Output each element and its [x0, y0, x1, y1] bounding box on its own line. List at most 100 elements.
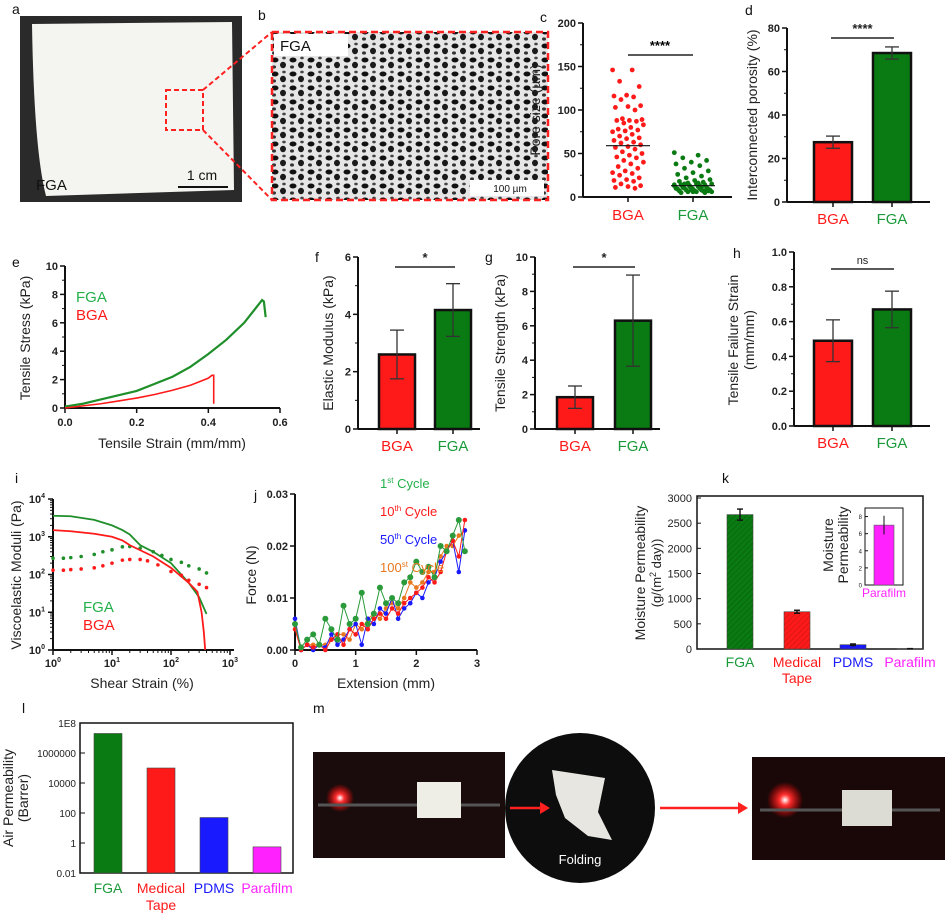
y-tick-label: 6 — [522, 321, 528, 333]
y-tick-label: 10 — [46, 261, 58, 273]
data-point-bga — [632, 107, 638, 113]
y-axis-label: (mm/mm) — [741, 310, 757, 370]
data-point-cycle-1 — [449, 532, 456, 539]
sample-label: FGA — [36, 177, 67, 194]
arrow-head-icon — [738, 802, 748, 814]
data-point-cycle-100 — [377, 616, 383, 622]
y-tick-label: 8 — [522, 286, 528, 298]
y-axis-label: Moisture — [820, 518, 836, 572]
data-point-cycle-1 — [304, 636, 311, 643]
data-point-cycle-10 — [341, 642, 346, 648]
dot-fga-g- — [101, 549, 105, 554]
folded-fga — [552, 770, 612, 840]
data-point-bga — [615, 164, 621, 169]
y-tick-label: 0.6 — [772, 317, 787, 329]
zoom-connector-bottom — [202, 129, 273, 201]
data-point-bga — [635, 127, 641, 133]
data-point-cycle-10 — [420, 585, 425, 590]
y-tick-label: 4 — [522, 355, 529, 367]
x-category-label: FGA — [726, 654, 755, 670]
sample-label: FGA — [280, 38, 311, 55]
y-tick-label: 101 — [29, 606, 45, 619]
y-tick-label: 500 — [674, 619, 692, 631]
data-point-fga — [705, 188, 711, 194]
data-point-cycle-50 — [353, 621, 358, 627]
panel-letter-b: b — [258, 7, 266, 23]
legend-cycle-10: 10th Cycle — [380, 504, 437, 519]
data-point-cycle-1 — [419, 569, 426, 575]
x-category-label: BGA — [817, 435, 849, 452]
data-point-bga — [638, 142, 643, 148]
legend-bga: BGA — [76, 307, 108, 324]
data-point-fga — [697, 163, 703, 169]
data-point-cycle-1 — [437, 543, 444, 549]
data-point-bga — [641, 122, 646, 128]
y-tick-label: 0.2 — [772, 386, 787, 398]
data-point-cycle-10 — [438, 569, 443, 575]
y-tick-label: 8 — [52, 289, 58, 301]
dot-bga-g- — [197, 582, 201, 587]
significance-label: * — [422, 250, 428, 265]
y-tick-label: 0 — [570, 192, 576, 204]
data-point-bga — [631, 178, 636, 184]
data-point-bga — [617, 78, 622, 84]
data-point-cycle-1 — [358, 589, 365, 596]
panel-j-line-chart: 0.00 0.01 0.02 0.03 0 1 2 3 1st Cycle 10th Cycle 5… — [243, 476, 480, 691]
x-category-label-line2: Tape — [782, 670, 813, 686]
panel-letter-f: f — [315, 249, 319, 265]
data-point-cycle-50 — [335, 642, 340, 648]
x-category-label: FGA — [94, 880, 123, 896]
dot-bga-g- — [127, 557, 132, 562]
data-point-cycle-10 — [359, 621, 365, 627]
y-tick-label: 3000 — [668, 493, 692, 505]
data-point-bga — [631, 94, 636, 100]
plot-frame — [79, 722, 294, 874]
y-axis-label: Tensile Strength (kPa) — [492, 274, 508, 412]
y-tick-label: 0.01 — [267, 593, 288, 605]
data-point-bga — [629, 67, 635, 73]
data-point-fga — [695, 152, 701, 158]
y-tick-label: 2 — [345, 367, 351, 379]
data-point-cycle-50 — [377, 606, 383, 611]
dot-bga-g- — [156, 563, 160, 567]
y-axis-label: Moisture Permeability — [632, 506, 648, 641]
y-tick-label: 0 — [52, 403, 58, 415]
panel-a-photo: a FGA 1 cm — [12, 1, 242, 202]
dot-fga-g- — [179, 560, 184, 565]
inset-y-tick-label: 4 — [859, 549, 863, 555]
data-point-cycle-10 — [426, 574, 431, 580]
x-category-label: FGA — [877, 435, 908, 452]
dot-bga-g- — [92, 566, 97, 570]
data-point-cycle-50 — [426, 580, 431, 585]
dot-bga-g- — [79, 567, 83, 571]
data-point-cycle-1 — [346, 621, 353, 627]
x-category-label-line2: Tape — [146, 897, 177, 913]
data-point-bga — [636, 84, 642, 89]
data-point-cycle-50 — [420, 595, 425, 601]
y-tick-label: 2000 — [668, 543, 692, 555]
panel-letter-e: e — [12, 254, 20, 270]
y-axis-label: Pore size (µm) — [527, 64, 543, 155]
y-tick-label: 2 — [52, 375, 58, 387]
data-point-fga — [699, 173, 704, 179]
legend-cycle-1: 1st Cycle — [380, 476, 430, 491]
data-point-cycle-50 — [456, 569, 462, 575]
data-point-cycle-100 — [395, 606, 401, 611]
data-point-bga — [636, 175, 642, 181]
y-tick-label: 20 — [768, 154, 780, 166]
dot-fga-g- — [51, 556, 55, 561]
data-point-bga — [639, 151, 645, 156]
x-tick-label: 2 — [413, 658, 419, 670]
data-point-fga — [690, 170, 696, 176]
line-fga-g- — [52, 514, 208, 615]
y-tick-label: 6 — [52, 318, 58, 330]
x-tick-label: 100 — [45, 657, 61, 670]
data-point-bga — [610, 170, 615, 176]
data-point-cycle-10 — [371, 616, 377, 622]
data-point-cycle-1 — [425, 563, 432, 570]
y-axis-label: Tensile Stress (kPa) — [17, 276, 33, 400]
x-category-label: PDMS — [833, 654, 873, 670]
data-point-cycle-100 — [426, 569, 431, 575]
data-point-cycle-1 — [340, 602, 347, 609]
line-fga — [64, 298, 267, 408]
